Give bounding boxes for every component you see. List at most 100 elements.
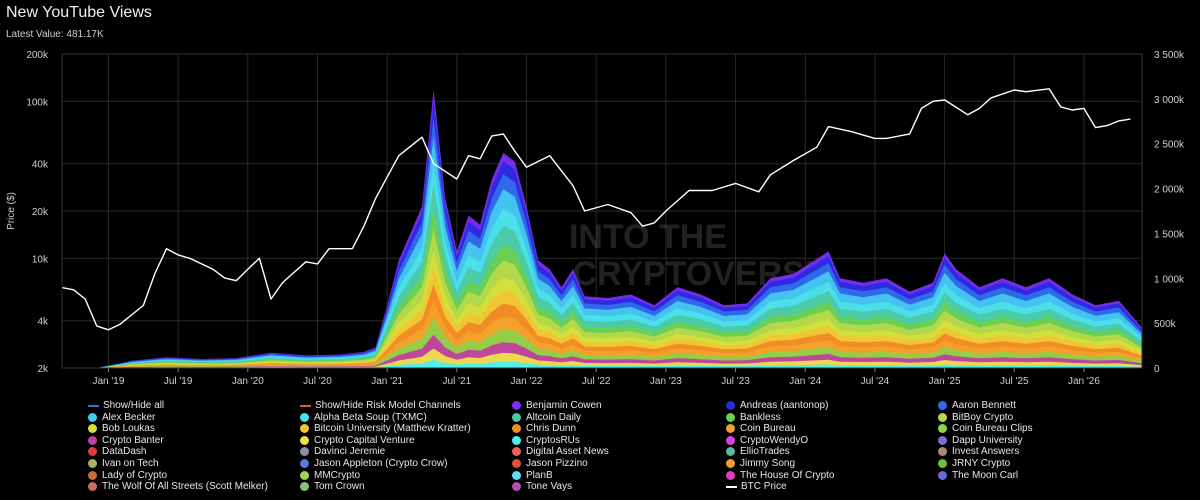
watermark-line-1: INTO THE [569,218,727,256]
legend-label: CryptosRUs [526,434,580,446]
legend-bob-loukas[interactable]: Bob Loukas [88,423,155,434]
legend-altcoin-daily[interactable]: Altcoin Daily [512,412,581,423]
legend-bitboy-crypto[interactable]: BitBoy Crypto [938,412,1013,423]
legend-dot-icon [726,424,735,434]
latest-value: Latest Value: 481.17K [6,29,104,40]
legend-alex-becker[interactable]: Alex Becker [88,412,155,423]
x-tick-label: Jan '23 [650,376,682,387]
legend-label: Coin Bureau Clips [952,423,1033,435]
x-tick-label: Jan '20 [232,376,264,387]
legend-ivan-on-tech[interactable]: Ivan on Tech [88,458,159,469]
btc-price-line [62,88,1131,331]
legend-line-icon [726,485,737,488]
y-left-tick-label: 20k [32,207,49,218]
legend-benjamin-cowen[interactable]: Benjamin Cowen [512,400,602,411]
legend-label: Jimmy Song [740,458,796,469]
btc-price-series [62,88,1131,331]
y-right-tick-label: 1 000k [1154,274,1185,285]
legend-label: Bankless [740,411,781,423]
legend-coin-bureau[interactable]: Coin Bureau [726,423,796,434]
x-tick-label: Jul '21 [443,376,472,387]
legend-cryptowendyo[interactable]: CryptoWendyO [726,435,808,446]
legend-dot-icon [512,401,521,410]
legend-dot-icon [512,482,521,492]
y-left-tick-label: 200k [26,50,49,61]
legend-label: JRNY Crypto [952,458,1011,469]
legend-invest-answers[interactable]: Invest Answers [938,446,1019,457]
legend-dot-icon [512,435,521,445]
y-left-tick-label: 40k [32,160,49,171]
x-tick-label: Jan '25 [929,376,961,387]
legend-davinci-jeremie[interactable]: Davinci Jeremie [300,446,385,457]
legend-label: The Wolf Of All Streets (Scott Melker) [102,481,268,493]
legend-mmcrypto[interactable]: MMCrypto [300,470,360,481]
legend-digital-asset-news[interactable]: Digital Asset News [512,446,609,457]
legend-label: Benjamin Cowen [526,400,602,411]
legend-label: PlanB [526,469,553,481]
y-right-tick-label: 2 000k [1154,185,1185,196]
x-tick-label: Jul '20 [303,376,332,387]
legend-label: Bitcoin University (Matthew Kratter) [314,423,471,435]
legend-dot-icon [512,470,521,480]
legend-tom-crown[interactable]: Tom Crown [300,481,365,492]
legend-line-icon [88,404,99,407]
legend-jason-pizzino[interactable]: Jason Pizzino [512,458,588,469]
legend-label: Show/Hide all [103,400,165,411]
legend-bankless[interactable]: Bankless [726,412,781,423]
views-band-15 [62,348,1142,368]
stacked-views-area [62,89,1142,368]
legend-coin-bureau-clips[interactable]: Coin Bureau Clips [938,423,1033,434]
views-band-16 [62,359,1142,368]
legend: Show/Hide all Show/Hide Risk Model Channe… [88,400,1198,496]
x-tick-label: Jul '23 [721,376,750,387]
legend-label: BitBoy Crypto [952,411,1014,423]
legend-aaron-bennett[interactable]: Aaron Bennett [938,400,1016,411]
legend-label: Invest Answers [952,446,1020,458]
legend-lady-of-crypto[interactable]: Lady of Crypto [88,470,167,481]
legend-crypto-capital-venture[interactable]: Crypto Capital Venture [300,435,415,446]
legend-label: CryptoWendyO [740,434,809,446]
legend-datadash[interactable]: DataDash [88,446,146,457]
legend-cryptosrus[interactable]: CryptosRUs [512,435,580,446]
x-tick-label: Jan '26 [1068,376,1100,387]
legend-label: Ivan on Tech [102,458,159,469]
x-tick-label: Jan '19 [92,376,124,387]
legend-dot-icon [300,447,309,457]
legend-dot-icon [300,424,309,434]
legend-dot-icon [88,459,97,468]
legend-label: Davinci Jeremie [314,446,386,458]
legend-bitcoin-university[interactable]: Bitcoin University (Matthew Kratter) [300,423,471,434]
legend-dapp-university[interactable]: Dapp University [938,435,1023,446]
legend-elliotrades[interactable]: EllioTrades [726,446,790,457]
legend-dot-icon [726,447,735,457]
legend-the-moon-carl[interactable]: The Moon Carl [938,470,1018,481]
legend-dot-icon [88,470,97,480]
legend-dot-icon [300,482,309,492]
legend-dot-icon [726,401,735,410]
legend-jason-appleton[interactable]: Jason Appleton (Crypto Crow) [300,458,447,469]
legend-dot-icon [512,412,521,422]
legend-chris-dunn[interactable]: Chris Dunn [512,423,576,434]
legend-the-wolf-of-all-streets[interactable]: The Wolf Of All Streets (Scott Melker) [88,481,268,492]
legend-dot-icon [300,435,309,445]
views-band-13 [62,317,1142,368]
legend-label: Bob Loukas [102,423,155,435]
legend-btc-price[interactable]: BTC Price [726,481,787,492]
x-tick-label: Jan '22 [511,376,543,387]
legend-crypto-banter[interactable]: Crypto Banter [88,435,164,446]
legend-tone-vays[interactable]: Tone Vays [512,481,572,492]
legend-show-hide-risk-model-channels[interactable]: Show/Hide Risk Model Channels [300,400,461,411]
legend-show-hide-all[interactable]: Show/Hide all [88,400,164,411]
legend-andreas-aantonop[interactable]: Andreas (aantonop) [726,400,828,411]
chart-title: New YouTube Views [6,4,152,21]
legend-dot-icon [88,435,97,445]
legend-planb[interactable]: PlanB [512,470,553,481]
legend-label: Dapp University [952,434,1023,446]
legend-the-house-of-crypto[interactable]: The House Of Crypto [726,470,834,481]
legend-alpha-beta-soup[interactable]: Alpha Beta Soup (TXMC) [300,412,427,423]
legend-jrny-crypto[interactable]: JRNY Crypto [938,458,1010,469]
legend-jimmy-song[interactable]: Jimmy Song [726,458,795,469]
views-band-12 [62,301,1142,368]
